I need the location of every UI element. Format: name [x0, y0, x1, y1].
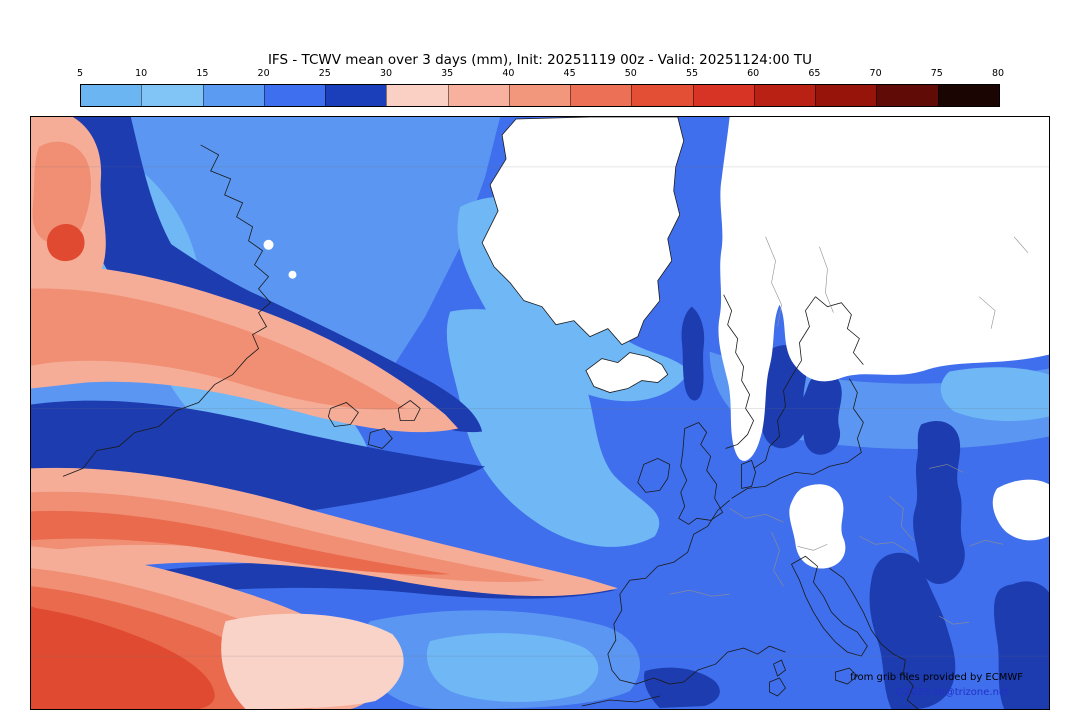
anatolia-dry-patch — [992, 479, 1049, 541]
colorbar-tick-label: 75 — [930, 68, 943, 79]
credit-trizone: ©2025 sb@trizone.net — [894, 687, 1009, 698]
colorbar-tick-label: 60 — [747, 68, 760, 79]
colorbar-segment — [447, 85, 509, 106]
colorbar-tick-label: 55 — [685, 68, 699, 79]
colorbar-tick-label: 20 — [257, 68, 270, 79]
colorbar-tick-label: 80 — [991, 68, 1005, 79]
colorbar-segment — [81, 85, 142, 106]
colorbar-tick-label: 45 — [563, 68, 576, 79]
colorbar-tick-label: 25 — [318, 68, 331, 79]
colorbar-segment — [937, 85, 999, 106]
italy-coastline — [790, 555, 868, 657]
chart-title: IFS - TCWV mean over 3 days (mm), Init: … — [267, 52, 813, 68]
colorbar-segment — [876, 85, 938, 106]
colorbar-tick-label: 30 — [379, 68, 393, 79]
colorbar-segment — [386, 85, 448, 106]
colorbar-tick-label: 15 — [196, 68, 209, 79]
colorbar-tick-label: 65 — [808, 68, 821, 79]
colorbar-segment — [325, 85, 387, 106]
colorbar-tick-label: 35 — [441, 68, 454, 79]
europe-atlantic-coastline — [607, 500, 786, 685]
colorbar-segment — [141, 85, 203, 106]
colorbar-tick-label: 50 — [624, 68, 637, 79]
canada-coastline — [62, 144, 272, 477]
africa-coastline — [581, 695, 660, 707]
colorbar-tick-label: 5 — [76, 68, 84, 79]
colorbar-segment — [508, 85, 571, 106]
colorbar-segment — [631, 85, 693, 106]
greenland-landmass — [481, 117, 685, 346]
britain-coastline — [678, 421, 724, 525]
ireland-coastline — [637, 457, 671, 493]
arctic-dry-airmass — [718, 117, 1049, 461]
colorbar-tick-label: 10 — [135, 68, 148, 79]
denmark-coastline — [741, 459, 756, 489]
map-frame: from grib files provided by ECMWF ©2025 … — [30, 116, 1050, 710]
credit-ecmwf: from grib files provided by ECMWF — [850, 672, 1023, 683]
iceland-landmass — [585, 352, 669, 393]
weather-map-svg — [31, 117, 1049, 709]
colorbar-segment — [202, 85, 264, 106]
colorbar-segment — [753, 85, 816, 106]
adriatic-coastline — [829, 567, 894, 655]
colorbar-segment — [692, 85, 754, 106]
colorbar-segment — [570, 85, 632, 106]
colorbar-segment — [263, 85, 326, 106]
colorbar-tick-label: 70 — [869, 68, 882, 79]
colorbar-tick-label: 40 — [502, 68, 515, 79]
colorbar-segments — [80, 84, 1000, 107]
greece-coastline — [893, 653, 919, 709]
norway-coastline — [723, 294, 755, 449]
colorbar-ticks: 5 10 15 20 25 30 35 40 45 50 55 60 65 70 75 80 — [76, 68, 1004, 81]
colorbar-segment — [815, 85, 877, 106]
